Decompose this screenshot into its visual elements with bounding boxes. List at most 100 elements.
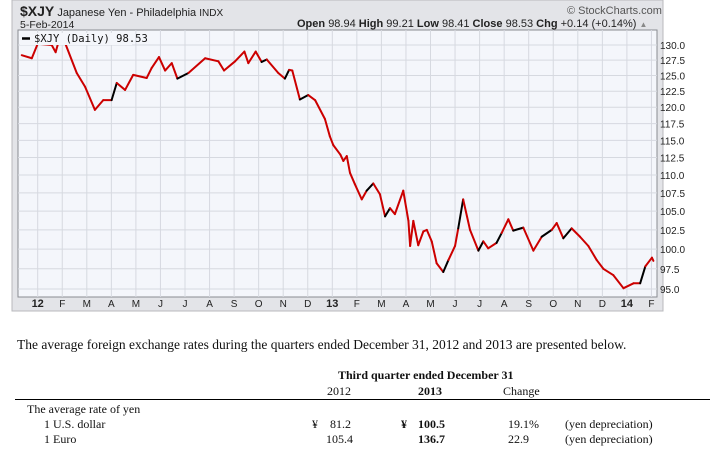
open-label: Open bbox=[297, 18, 326, 30]
series-segment bbox=[487, 241, 498, 250]
series-segment bbox=[360, 189, 368, 201]
row-label: 1 U.S. dollar bbox=[44, 417, 106, 431]
series-segment bbox=[522, 226, 535, 252]
series-segment bbox=[277, 72, 286, 80]
x-tick-label: M bbox=[83, 299, 91, 310]
series-segment bbox=[254, 50, 263, 63]
series-segment bbox=[372, 182, 381, 196]
yen-sign: ¥ bbox=[401, 417, 407, 431]
col-2012: 2012 bbox=[327, 384, 351, 398]
y-tick-label: 95.0 bbox=[660, 285, 680, 296]
x-tick-label: J bbox=[183, 299, 188, 310]
row-label: 1 Euro bbox=[44, 432, 77, 446]
x-tick-label: A bbox=[403, 299, 410, 310]
series-segment bbox=[314, 99, 326, 121]
series-segment bbox=[307, 94, 317, 102]
series-segment bbox=[384, 207, 391, 218]
x-tick-label: J bbox=[453, 299, 458, 310]
y-tick-label: 112.5 bbox=[660, 153, 685, 164]
series-segment bbox=[339, 153, 345, 162]
low-value: 98.41 bbox=[441, 18, 470, 30]
x-tick-label: A bbox=[206, 299, 213, 310]
series-segment bbox=[75, 72, 87, 88]
open-value: 98.94 bbox=[328, 18, 356, 30]
series-segment bbox=[482, 240, 490, 250]
value-2012: 105.4 bbox=[326, 432, 353, 446]
y-tick-label: 127.5 bbox=[660, 56, 685, 67]
y-tick-label: 107.5 bbox=[660, 189, 685, 200]
series-segment bbox=[145, 67, 153, 79]
series-segment bbox=[217, 60, 226, 72]
x-tick-label: D bbox=[599, 299, 606, 310]
series-segment bbox=[345, 155, 351, 174]
series-segment bbox=[454, 227, 460, 247]
series-segment bbox=[469, 228, 480, 252]
series-segment bbox=[477, 240, 485, 252]
series-segment bbox=[247, 50, 257, 65]
close-label: Close bbox=[472, 18, 503, 30]
series-segment bbox=[265, 58, 280, 75]
series-segment bbox=[555, 222, 565, 240]
series-segment bbox=[115, 81, 127, 91]
series-segment bbox=[562, 227, 573, 240]
series-segment bbox=[602, 267, 615, 277]
series-segment bbox=[412, 219, 420, 247]
series-segment bbox=[84, 85, 96, 111]
x-axis: 12 F M A M J J A S O N D 13 F M A M J J A S O N D 14 F bbox=[32, 298, 655, 310]
x-tick-label: F bbox=[59, 299, 65, 310]
x-tick-label: S bbox=[525, 299, 532, 310]
y-tick-label: 130.0 bbox=[660, 41, 685, 52]
series-segment bbox=[622, 282, 635, 290]
x-tick-label: A bbox=[501, 299, 508, 310]
value-2013: 136.7 bbox=[418, 432, 445, 446]
series-segment bbox=[323, 118, 331, 138]
x-tick-label: 12 bbox=[32, 298, 44, 310]
series-segment bbox=[348, 171, 356, 186]
series-segment bbox=[462, 198, 472, 231]
series-segment bbox=[20, 54, 33, 60]
exchange: INDX bbox=[199, 8, 224, 19]
series-segment bbox=[170, 62, 179, 80]
x-tick-label: M bbox=[426, 299, 434, 310]
series-segment bbox=[110, 81, 118, 102]
series-segment bbox=[63, 41, 78, 75]
series-segment bbox=[595, 259, 605, 270]
series-segment bbox=[132, 73, 148, 79]
series-segment bbox=[540, 228, 553, 238]
chart-title: $XJY Japanese Yen - Philadelphia INDX bbox=[20, 3, 223, 19]
x-tick-label: M bbox=[377, 299, 385, 310]
series-segment bbox=[388, 207, 396, 216]
series-segment bbox=[176, 72, 190, 80]
y-tick-label: 122.5 bbox=[660, 87, 685, 98]
series-segment bbox=[187, 57, 207, 75]
series-segment bbox=[650, 256, 655, 262]
chart-date: 5-Feb-2014 bbox=[20, 19, 75, 31]
series-segment bbox=[425, 228, 433, 243]
series-segment bbox=[587, 244, 598, 262]
series-segment bbox=[223, 60, 237, 72]
x-tick-label: M bbox=[132, 299, 140, 310]
series-segment bbox=[30, 42, 39, 60]
y-tick-label: 110.0 bbox=[660, 171, 685, 182]
series-segment bbox=[157, 56, 167, 72]
table-rule bbox=[15, 399, 710, 400]
series-segment bbox=[393, 189, 405, 216]
series-segment bbox=[512, 226, 525, 232]
x-tick-label: O bbox=[549, 299, 557, 310]
series-segment bbox=[150, 56, 160, 70]
series-segment bbox=[283, 68, 291, 80]
change-note: (yen depreciation) bbox=[565, 432, 653, 446]
change-value: 22.9 bbox=[508, 432, 529, 446]
gridlines bbox=[18, 30, 657, 297]
series-segment bbox=[435, 262, 445, 273]
series-segment bbox=[500, 218, 510, 234]
series-segment bbox=[457, 198, 465, 230]
value-2013: 100.5 bbox=[418, 417, 445, 431]
symbol: $XJY bbox=[20, 3, 55, 19]
y-tick-label: 125.0 bbox=[660, 71, 685, 82]
y-tick-label: 100.0 bbox=[660, 245, 685, 256]
ohlc-readout: Open 98.94 High 99.21 Low 98.41 Close 98… bbox=[297, 18, 647, 30]
series-segment bbox=[579, 235, 590, 247]
table-group-header: Third quarter ended December 31 bbox=[338, 368, 514, 382]
x-tick-label: J bbox=[158, 299, 163, 310]
